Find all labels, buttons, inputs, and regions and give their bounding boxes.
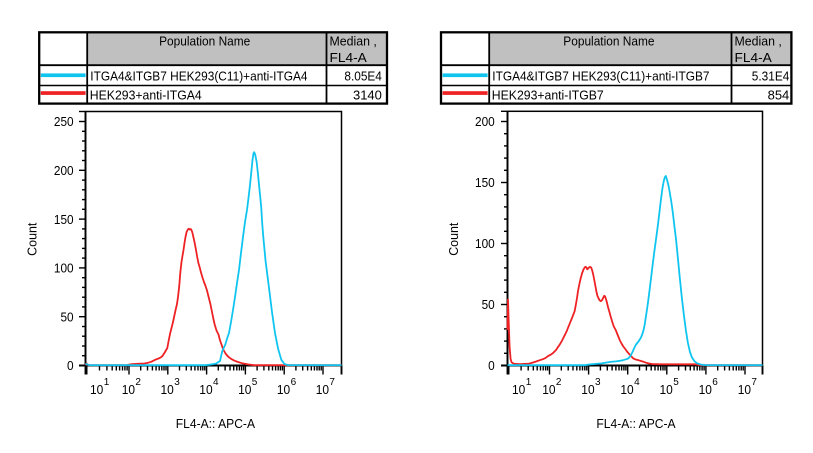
svg-text:6: 6 xyxy=(712,377,718,388)
svg-text:100: 100 xyxy=(475,236,495,251)
svg-text:HEK293+anti-ITGA4: HEK293+anti-ITGA4 xyxy=(90,88,202,103)
svg-text:6: 6 xyxy=(291,377,297,388)
svg-text:10: 10 xyxy=(660,382,673,397)
svg-text:10: 10 xyxy=(542,382,555,397)
svg-text:5: 5 xyxy=(252,377,258,388)
svg-text:50: 50 xyxy=(61,309,74,324)
svg-text:10: 10 xyxy=(161,382,174,397)
svg-text:10: 10 xyxy=(738,382,751,397)
svg-text:0: 0 xyxy=(488,358,495,373)
svg-text:ITGA4&ITGB7 HEK293(C11)+anti-I: ITGA4&ITGB7 HEK293(C11)+anti-ITGA4 xyxy=(90,69,307,84)
svg-text:4: 4 xyxy=(634,377,640,388)
svg-text:HEK293+anti-ITGB7: HEK293+anti-ITGB7 xyxy=(492,88,604,103)
svg-text:3: 3 xyxy=(595,377,601,388)
svg-text:50: 50 xyxy=(482,297,495,312)
svg-text:10: 10 xyxy=(199,382,212,397)
svg-text:5.31E4: 5.31E4 xyxy=(752,69,790,84)
svg-text:200: 200 xyxy=(475,114,495,129)
svg-text:8.05E4: 8.05E4 xyxy=(344,69,382,84)
svg-text:10: 10 xyxy=(238,382,251,397)
svg-text:1: 1 xyxy=(526,377,532,388)
svg-text:3140: 3140 xyxy=(353,88,382,103)
svg-text:10: 10 xyxy=(122,382,135,397)
svg-text:Count: Count xyxy=(25,222,40,256)
svg-text:150: 150 xyxy=(475,175,495,190)
svg-text:250: 250 xyxy=(54,114,74,129)
svg-text:10: 10 xyxy=(316,382,329,397)
svg-text:FL4-A:: APC-A: FL4-A:: APC-A xyxy=(596,416,676,431)
svg-text:150: 150 xyxy=(54,212,74,227)
svg-text:200: 200 xyxy=(54,163,74,178)
svg-text:2: 2 xyxy=(135,377,141,388)
svg-text:3: 3 xyxy=(174,377,180,388)
svg-text:ITGA4&ITGB7 HEK293(C11)+anti-I: ITGA4&ITGB7 HEK293(C11)+anti-ITGB7 xyxy=(492,69,709,84)
svg-text:10: 10 xyxy=(581,382,594,397)
svg-text:Count: Count xyxy=(446,222,461,256)
svg-text:1: 1 xyxy=(104,377,110,388)
svg-text:FL4-A: FL4-A xyxy=(330,50,368,65)
svg-text:854: 854 xyxy=(768,88,790,103)
svg-text:FL4-A: FL4-A xyxy=(735,50,773,65)
svg-text:4: 4 xyxy=(213,377,219,388)
svg-text:10: 10 xyxy=(277,382,290,397)
svg-text:Population Name: Population Name xyxy=(159,34,250,49)
svg-text:Population Name: Population Name xyxy=(563,34,654,49)
svg-text:10: 10 xyxy=(90,382,103,397)
svg-text:5: 5 xyxy=(673,377,679,388)
svg-text:100: 100 xyxy=(54,261,74,276)
svg-text:7: 7 xyxy=(329,377,335,388)
svg-text:Median ,: Median , xyxy=(330,34,377,49)
svg-text:FL4-A:: APC-A: FL4-A:: APC-A xyxy=(176,416,256,431)
svg-text:7: 7 xyxy=(751,377,757,388)
svg-text:Median ,: Median , xyxy=(735,34,782,49)
svg-text:10: 10 xyxy=(620,382,633,397)
svg-text:10: 10 xyxy=(512,382,525,397)
svg-text:2: 2 xyxy=(556,377,562,388)
svg-text:10: 10 xyxy=(699,382,712,397)
svg-text:0: 0 xyxy=(67,358,74,373)
